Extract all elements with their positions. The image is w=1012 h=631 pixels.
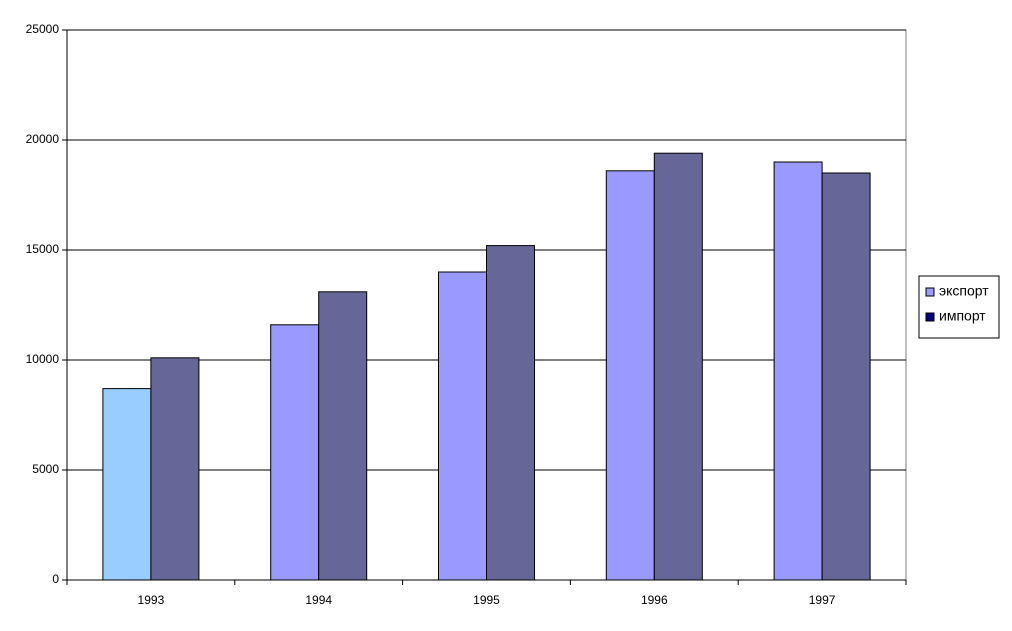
y-tick-label: 20000 [26,132,60,146]
legend-label: импорт [939,308,986,324]
y-tick-label: 15000 [26,242,60,256]
bar [150,357,200,581]
x-tick-label: 1996 [641,593,668,607]
bar [821,172,871,581]
y-tick-label: 10000 [26,352,60,366]
y-tick-label: 5000 [32,462,59,476]
bar [773,161,823,581]
bar [270,324,320,581]
x-tick-label: 1993 [138,593,165,607]
legend-swatch [925,287,935,297]
bar [318,291,368,581]
x-tick-label: 1995 [473,593,500,607]
legend-swatch [925,312,935,322]
bar [486,245,535,581]
legend-box [918,275,1000,339]
legend-label: экспорт [939,283,989,299]
bar [102,388,152,581]
y-tick-label: 0 [52,572,59,586]
x-tick-label: 1994 [305,593,332,607]
y-tick-label: 25000 [26,22,60,36]
x-tick-label: 1997 [809,593,836,607]
legend: экспорт импорт [918,275,1000,339]
bar [653,152,703,581]
bar [438,271,487,581]
bar [605,170,655,581]
